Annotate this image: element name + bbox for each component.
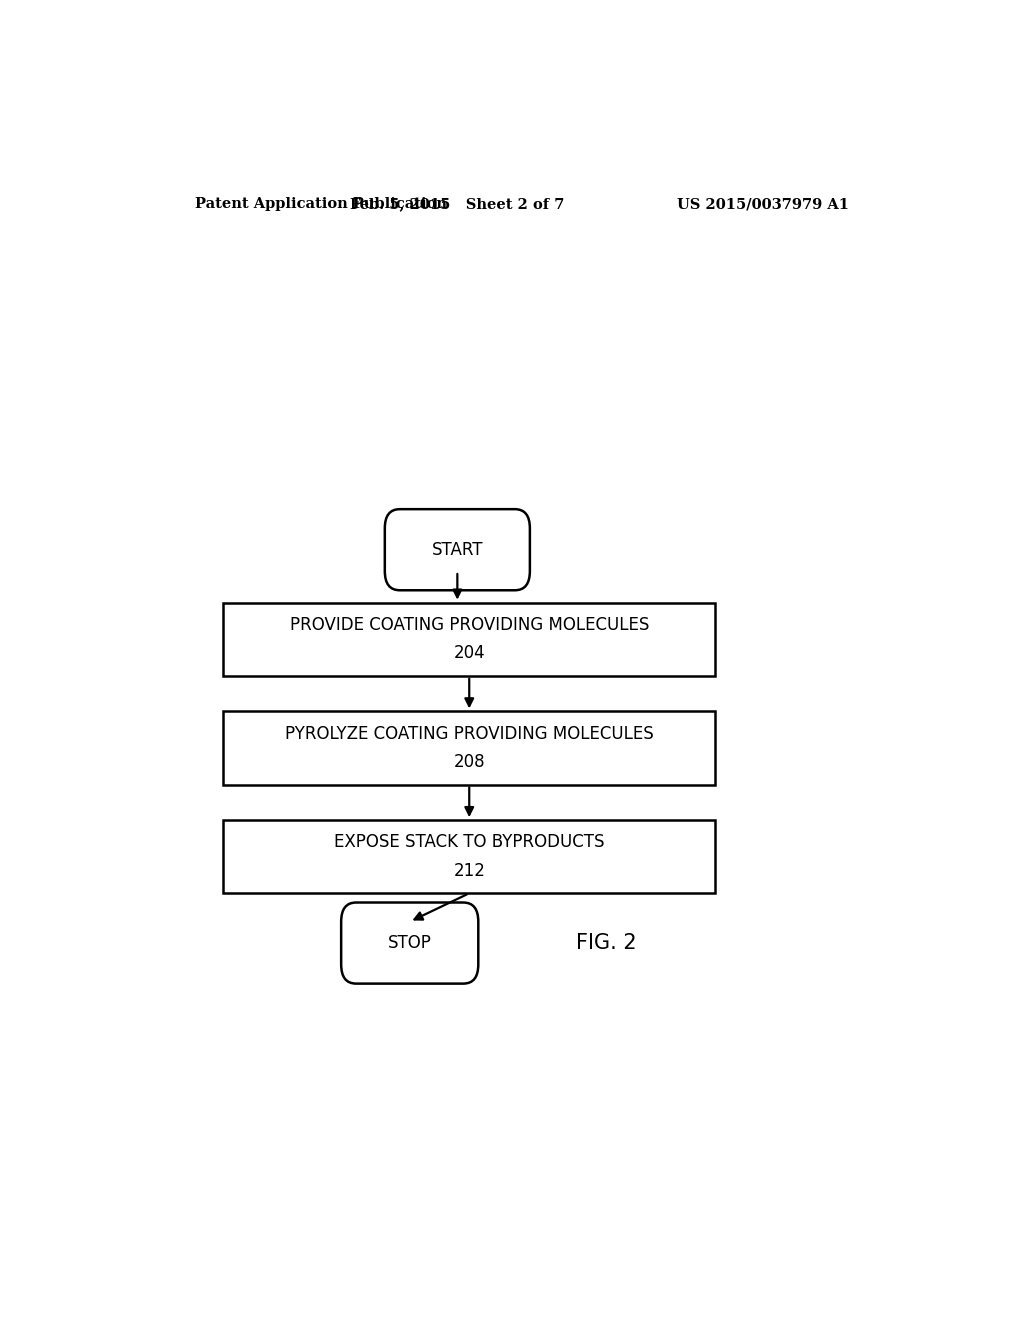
- FancyBboxPatch shape: [223, 711, 715, 784]
- Text: STOP: STOP: [388, 935, 432, 952]
- FancyBboxPatch shape: [223, 602, 715, 676]
- Text: 208: 208: [454, 754, 485, 771]
- FancyBboxPatch shape: [385, 510, 529, 590]
- Text: PROVIDE COATING PROVIDING MOLECULES: PROVIDE COATING PROVIDING MOLECULES: [290, 616, 649, 634]
- Text: Patent Application Publication: Patent Application Publication: [196, 197, 447, 211]
- Text: US 2015/0037979 A1: US 2015/0037979 A1: [677, 197, 849, 211]
- FancyBboxPatch shape: [341, 903, 478, 983]
- Text: PYROLYZE COATING PROVIDING MOLECULES: PYROLYZE COATING PROVIDING MOLECULES: [285, 725, 653, 743]
- FancyBboxPatch shape: [223, 820, 715, 894]
- Text: FIG. 2: FIG. 2: [577, 933, 637, 953]
- Text: EXPOSE STACK TO BYPRODUCTS: EXPOSE STACK TO BYPRODUCTS: [334, 833, 604, 851]
- Text: START: START: [431, 541, 483, 558]
- Text: 212: 212: [454, 862, 485, 880]
- Text: 204: 204: [454, 644, 485, 663]
- Text: Feb. 5, 2015   Sheet 2 of 7: Feb. 5, 2015 Sheet 2 of 7: [350, 197, 564, 211]
